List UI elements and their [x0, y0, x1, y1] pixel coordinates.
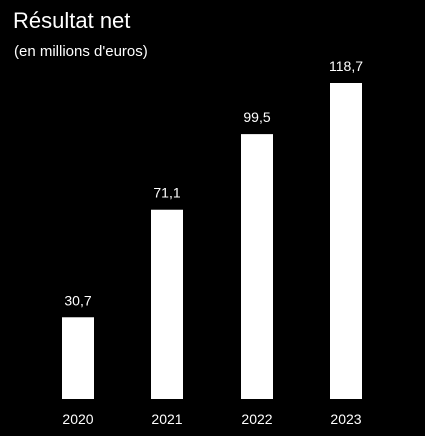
category-label-2021: 2021: [151, 411, 182, 427]
category-label-2022: 2022: [241, 411, 272, 427]
category-labels-group: 2020 2021 2022 2023: [62, 411, 361, 427]
value-label-2023: 118,7: [329, 58, 363, 74]
bar-2022: [241, 134, 273, 399]
value-label-2022: 99,5: [243, 109, 270, 125]
bars-group: [62, 83, 362, 399]
bar-2023: [330, 83, 362, 399]
bar-2020: [62, 317, 94, 399]
chart-subtitle: (en millions d'euros): [14, 43, 148, 60]
category-label-2020: 2020: [62, 411, 93, 427]
value-labels-group: 30,7 71,1 99,5 118,7: [64, 58, 363, 308]
value-label-2021: 71,1: [153, 185, 180, 201]
category-label-2023: 2023: [330, 411, 361, 427]
bar-2021: [151, 209, 183, 399]
chart-title: Résultat net: [13, 8, 131, 33]
value-label-2020: 30,7: [64, 292, 91, 308]
